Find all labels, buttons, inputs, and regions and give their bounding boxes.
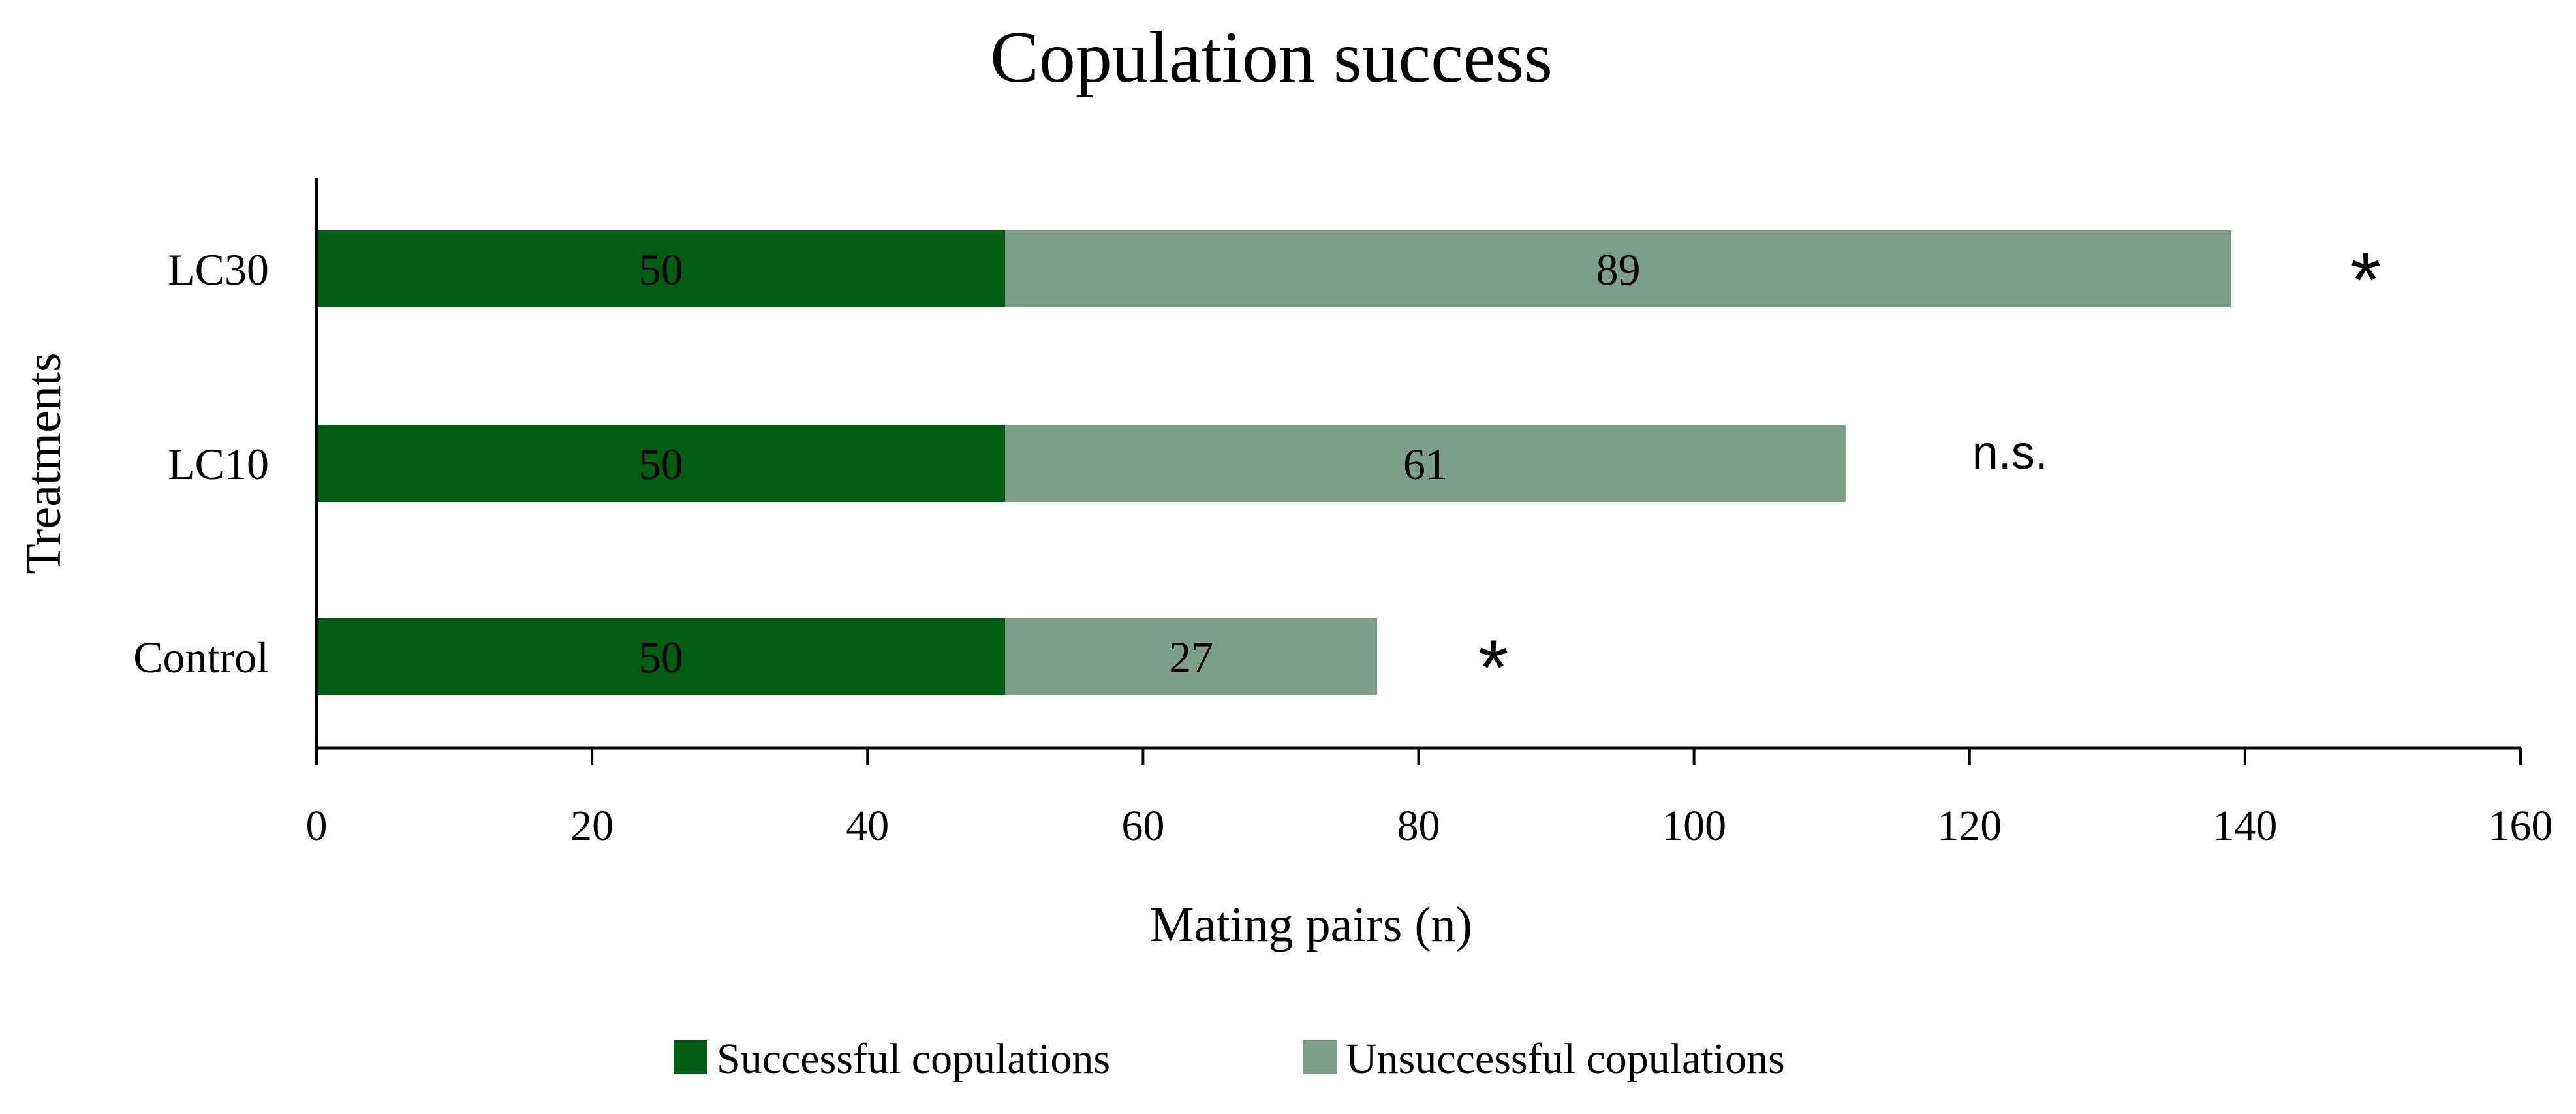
legend-label-successful: Successful copulations bbox=[717, 1035, 1110, 1083]
legend-swatch-unsuccessful bbox=[1303, 1040, 1337, 1074]
bar-lc10-unsuccessful bbox=[1005, 425, 1846, 502]
x-tick-label: 0 bbox=[306, 802, 328, 850]
bar-value-label: 50 bbox=[639, 632, 683, 682]
x-tick-label: 80 bbox=[1397, 802, 1440, 850]
x-tick-label: 60 bbox=[1121, 802, 1164, 850]
category-label-control: Control bbox=[133, 632, 269, 682]
significance-asterisk: * bbox=[2350, 236, 2381, 324]
bar-control-unsuccessful bbox=[1005, 618, 1378, 695]
category-label-lc30: LC30 bbox=[168, 245, 269, 294]
bar-lc10-successful bbox=[317, 425, 1006, 502]
bar-control-successful bbox=[317, 618, 1006, 695]
legend-label-unsuccessful: Unsuccessful copulations bbox=[1346, 1035, 1785, 1083]
bar-value-label: 50 bbox=[639, 245, 683, 294]
x-tick-label: 120 bbox=[1937, 802, 2002, 850]
significance-ns: n.s. bbox=[1972, 427, 2048, 479]
annotations-layer: * n.s. * bbox=[1478, 236, 2381, 711]
x-tick-label: 20 bbox=[570, 802, 613, 850]
x-ticks-layer: 0 20 40 60 80 100 120 140 160 bbox=[306, 748, 2553, 850]
legend-swatch-successful bbox=[674, 1040, 707, 1074]
significance-asterisk: * bbox=[1478, 624, 1509, 711]
chart-title: Copulation success bbox=[990, 17, 1553, 98]
bar-value-label: 61 bbox=[1403, 439, 1448, 489]
bar-value-label: 89 bbox=[1596, 245, 1641, 294]
x-tick-label: 40 bbox=[846, 802, 889, 850]
legend: Successful copulations Unsuccessful copu… bbox=[674, 1035, 1785, 1083]
bar-lc30-successful bbox=[317, 230, 1006, 307]
bar-labels-layer: 50 89 50 61 50 27 bbox=[639, 245, 1641, 682]
bar-value-label: 50 bbox=[639, 439, 683, 489]
bar-lc30-unsuccessful bbox=[1005, 230, 2231, 307]
x-tick-label: 140 bbox=[2212, 802, 2277, 850]
y-axis-label: Treatments bbox=[16, 352, 71, 574]
category-label-lc10: LC10 bbox=[168, 439, 269, 489]
bar-value-label: 27 bbox=[1169, 632, 1213, 682]
bars-layer bbox=[317, 230, 2231, 695]
x-tick-label: 100 bbox=[1662, 802, 1726, 850]
x-axis-label: Mating pairs (n) bbox=[1150, 897, 1472, 952]
category-labels-layer: LC30 LC10 Control bbox=[133, 245, 269, 682]
x-tick-label: 160 bbox=[2489, 802, 2553, 850]
